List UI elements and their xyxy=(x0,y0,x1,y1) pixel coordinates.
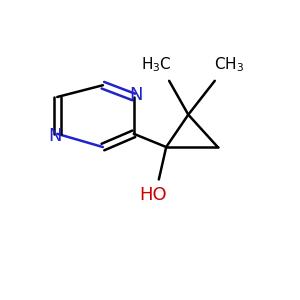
Text: HO: HO xyxy=(139,186,167,204)
Text: N: N xyxy=(48,127,61,145)
Text: N: N xyxy=(129,85,143,103)
Text: CH$_3$: CH$_3$ xyxy=(214,55,244,74)
Text: H$_3$C: H$_3$C xyxy=(140,55,171,74)
